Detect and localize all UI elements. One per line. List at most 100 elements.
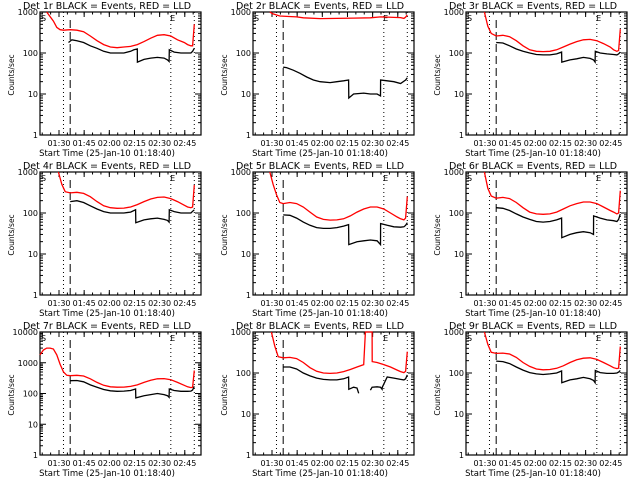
x-tick-label: 01:45 — [499, 459, 522, 468]
marker-label-s: S — [254, 14, 259, 23]
panel-title: Det 2r BLACK = Events, RED = LLD — [236, 1, 404, 12]
x-tick-label: 02:30 — [574, 299, 597, 308]
plot-frame — [39, 11, 202, 136]
x-tick-label: 02:30 — [148, 139, 171, 148]
series-line-lld — [39, 347, 195, 389]
series-line-events — [70, 200, 195, 224]
y-tick-label: 1 — [459, 451, 464, 460]
marker-label-s: S — [41, 334, 46, 343]
y-tick-label: 10 — [454, 250, 464, 259]
x-tick-label: 02:00 — [524, 299, 547, 308]
y-tick-label: 1000 — [444, 8, 464, 17]
panel-det-4r: Det 4r BLACK = Events, RED = LLD 1 10 100 10… — [7, 161, 202, 319]
y-tick-label: 1 — [246, 131, 251, 140]
panel-det-3r: Det 3r BLACK = Events, RED = LLD 1 10 100 10… — [433, 1, 628, 159]
y-tick-label: 1 — [246, 451, 251, 460]
series-line-lld — [483, 171, 621, 215]
y-tick-label: 100 — [449, 209, 464, 218]
x-tick-label: 02:45 — [599, 139, 622, 148]
y-tick-label: 1 — [33, 291, 38, 300]
panel-title: Det 1r BLACK = Events, RED = LLD — [23, 1, 191, 12]
x-tick-label: 02:30 — [574, 139, 597, 148]
panel-title: Det 9r BLACK = Events, RED = LLD — [449, 321, 617, 332]
series-line-events — [68, 39, 195, 64]
y-tick-label: 1 — [33, 451, 38, 460]
marker-label-e: E — [383, 174, 388, 183]
marker-label-e: E — [170, 174, 175, 183]
y-tick-label: 100 — [236, 49, 251, 58]
x-tick-label: 02:00 — [98, 299, 121, 308]
x-tick-label: 02:15 — [549, 139, 572, 148]
x-tick-label: 01:30 — [473, 459, 496, 468]
panel-det-5r: Det 5r BLACK = Events, RED = LLD 1 10 100 10… — [220, 161, 415, 319]
x-axis-label: Start Time (25-Jan-10 01:18:40) — [465, 309, 601, 319]
x-tick-label: 02:15 — [123, 459, 146, 468]
plot-frame — [465, 11, 628, 136]
x-tick-label: 02:00 — [524, 459, 547, 468]
x-axis-label: Start Time (25-Jan-10 01:18:40) — [252, 469, 388, 479]
x-tick-label: 02:15 — [123, 299, 146, 308]
marker-label-e: E — [596, 334, 601, 343]
panel-det-2r: Det 2r BLACK = Events, RED = LLD 1 10 100 10… — [220, 1, 415, 159]
panel-title: Det 4r BLACK = Events, RED = LLD — [23, 161, 191, 172]
y-tick-label: 10 — [241, 250, 251, 259]
y-tick-label: 1000 — [444, 168, 464, 177]
y-axis-label: Counts/sec — [220, 214, 229, 255]
x-tick-label: 01:45 — [73, 139, 96, 148]
x-tick-label: 02:15 — [549, 299, 572, 308]
series-line-lld — [57, 171, 195, 209]
x-tick-label: 01:45 — [73, 459, 96, 468]
y-tick-label: 100 — [236, 209, 251, 218]
x-tick-label: 01:45 — [73, 299, 96, 308]
y-axis-label: Counts/sec — [220, 54, 229, 95]
y-tick-label: 10 — [241, 90, 251, 99]
series-line-events — [283, 66, 408, 100]
y-axis-label: Counts/sec — [7, 374, 16, 415]
y-tick-label: 1000 — [231, 168, 251, 177]
x-tick-label: 02:45 — [386, 459, 409, 468]
y-tick-label: 100 — [23, 49, 38, 58]
y-tick-label: 1000 — [231, 8, 251, 17]
y-tick-label: 1 — [459, 131, 464, 140]
x-axis-label: Start Time (25-Jan-10 01:18:40) — [39, 309, 175, 319]
x-tick-label: 02:15 — [549, 459, 572, 468]
x-tick-label: 02:45 — [173, 139, 196, 148]
series-line-lld — [46, 11, 195, 49]
series-line-events — [283, 366, 408, 394]
x-tick-label: 02:30 — [148, 299, 171, 308]
y-tick-label: 10 — [28, 420, 38, 429]
series-line-lld — [483, 331, 621, 371]
marker-label-s: S — [254, 174, 259, 183]
marker-label-e: E — [170, 14, 175, 23]
marker-label-s: S — [467, 14, 472, 23]
x-tick-label: 02:30 — [148, 459, 171, 468]
panel-det-1r: Det 1r BLACK = Events, RED = LLD 1 10 100 10… — [7, 1, 202, 159]
x-tick-label: 02:15 — [123, 139, 146, 148]
x-axis-label: Start Time (25-Jan-10 01:18:40) — [465, 149, 601, 159]
marker-label-s: S — [254, 334, 259, 343]
series-line-lld — [270, 331, 408, 375]
y-tick-label: 1000 — [231, 328, 251, 337]
x-axis-label: Start Time (25-Jan-10 01:18:40) — [39, 149, 175, 159]
x-tick-label: 01:30 — [260, 459, 283, 468]
y-axis-label: Counts/sec — [7, 214, 16, 255]
marker-label-e: E — [383, 14, 388, 23]
series-line-events — [283, 214, 408, 247]
plot-frame — [465, 331, 628, 456]
y-tick-label: 10000 — [13, 328, 38, 337]
y-tick-label: 100 — [236, 369, 251, 378]
y-tick-label: 10 — [241, 410, 251, 419]
marker-label-e: E — [596, 174, 601, 183]
y-axis-label: Counts/sec — [433, 54, 442, 95]
plot-frame — [39, 171, 202, 296]
plot-frame — [39, 331, 202, 456]
marker-label-s: S — [467, 334, 472, 343]
x-tick-label: 02:00 — [524, 139, 547, 148]
y-axis-label: Counts/sec — [433, 214, 442, 255]
x-tick-label: 02:00 — [311, 459, 334, 468]
y-tick-label: 1000 — [18, 8, 38, 17]
x-tick-label: 01:30 — [260, 299, 283, 308]
marker-label-s: S — [41, 14, 46, 23]
x-tick-label: 01:30 — [47, 139, 70, 148]
